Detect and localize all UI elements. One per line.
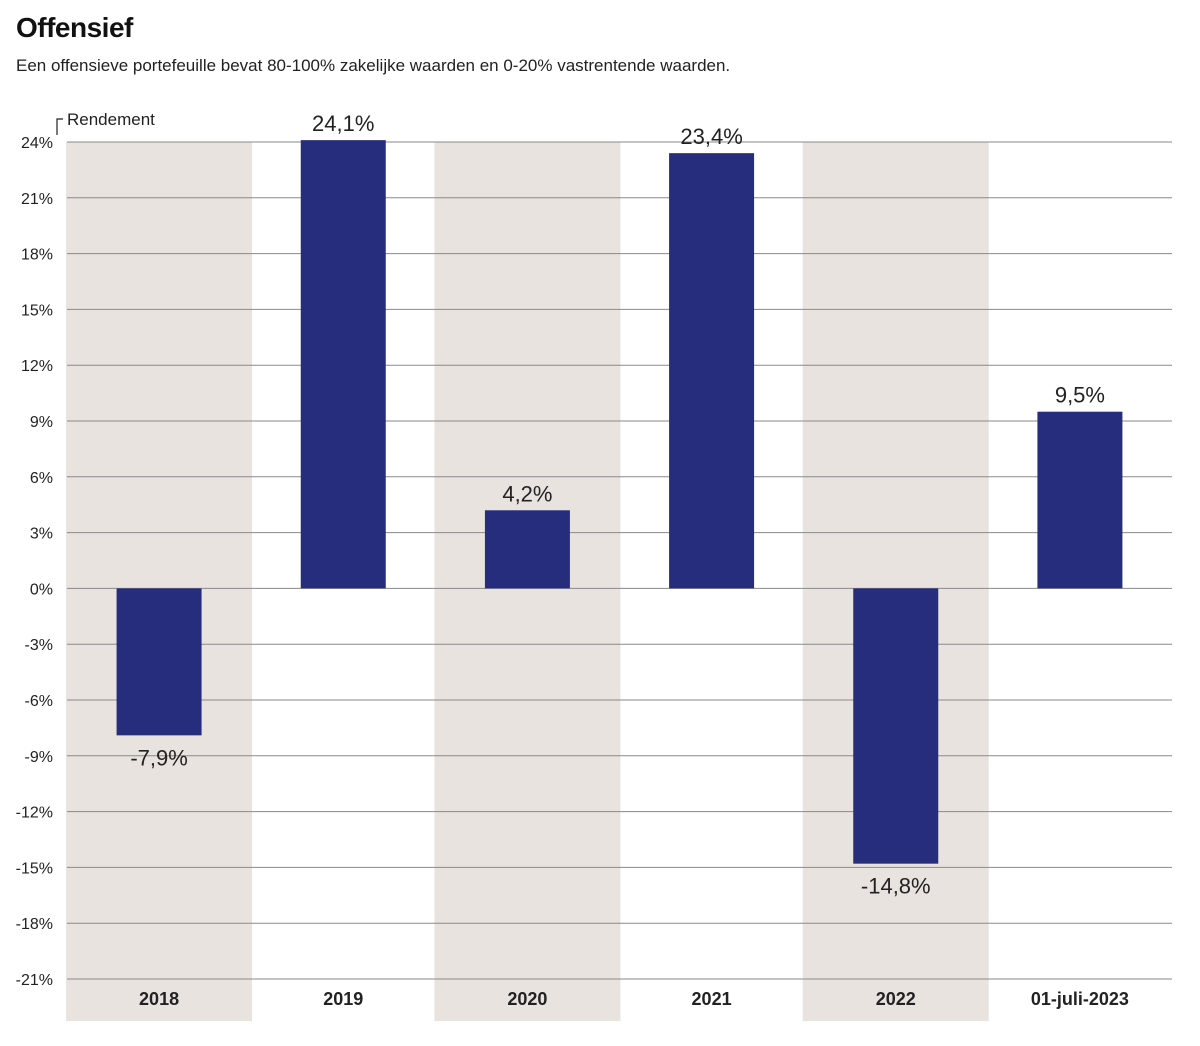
- bar-2020: [484, 510, 570, 589]
- category-label-2018: 2018: [139, 989, 179, 1009]
- y-tick-label: -9%: [25, 749, 53, 766]
- category-label-2022: 2022: [876, 989, 916, 1009]
- y-tick-label: -12%: [16, 805, 53, 822]
- chart-subtitle: Een offensieve portefeuille bevat 80-100…: [16, 56, 731, 75]
- y-tick-label: 12%: [21, 358, 53, 375]
- y-axis-title-bracket: [56, 118, 63, 135]
- y-tick-label: 0%: [30, 581, 53, 598]
- category-label-2021: 2021: [692, 989, 732, 1009]
- gridlines: [67, 141, 1172, 980]
- y-tick-label: 24%: [21, 135, 53, 152]
- y-tick-label: 21%: [21, 191, 53, 208]
- category-label-2020: 2020: [507, 989, 547, 1009]
- y-axis-title-group: Rendement: [56, 110, 155, 135]
- category-band-2022: [802, 142, 989, 1021]
- data-label-01-juli-2023: 9,5%: [1055, 383, 1105, 408]
- chart-title: Offensief: [16, 12, 133, 43]
- category-label-2019: 2019: [323, 989, 363, 1009]
- y-axis-title: Rendement: [67, 110, 155, 129]
- bar-2021: [669, 153, 755, 589]
- data-labels: -7,9% 24,1% 4,2% 23,4% -14,8% 9,5%: [130, 111, 1105, 899]
- y-tick-label: 6%: [30, 470, 53, 487]
- bars: [116, 140, 1123, 864]
- bar-2019: [300, 140, 386, 589]
- y-tick-label: 18%: [21, 247, 53, 264]
- data-label-2018: -7,9%: [130, 745, 187, 770]
- y-tick-label: 9%: [30, 414, 53, 431]
- y-tick-label: 15%: [21, 302, 53, 319]
- category-labels: 2018 2019 2020 2021 2022 01-juli-2023: [139, 989, 1129, 1009]
- y-axis-ticks: 24% 21% 18% 15% 12% 9% 6% 3% 0% -3% -6% -9% -12% -15%…: [16, 135, 53, 989]
- category-bands: [66, 142, 989, 1021]
- data-label-2021: 23,4%: [680, 124, 742, 149]
- category-band-2018: [66, 142, 253, 1021]
- y-tick-label: -21%: [16, 972, 53, 989]
- y-tick-label: -18%: [16, 916, 53, 933]
- data-label-2022: -14,8%: [861, 874, 931, 899]
- bar-01-juli-2023: [1037, 411, 1123, 589]
- bar-2018: [116, 588, 202, 736]
- y-tick-label: -15%: [16, 860, 53, 877]
- data-label-2019: 24,1%: [312, 111, 374, 136]
- y-tick-label: 3%: [30, 526, 53, 543]
- y-tick-label: -6%: [25, 693, 53, 710]
- y-tick-label: -3%: [25, 637, 53, 654]
- category-label-01-juli-2023: 01-juli-2023: [1031, 989, 1129, 1009]
- bar-2022: [853, 588, 939, 864]
- data-label-2020: 4,2%: [502, 481, 552, 506]
